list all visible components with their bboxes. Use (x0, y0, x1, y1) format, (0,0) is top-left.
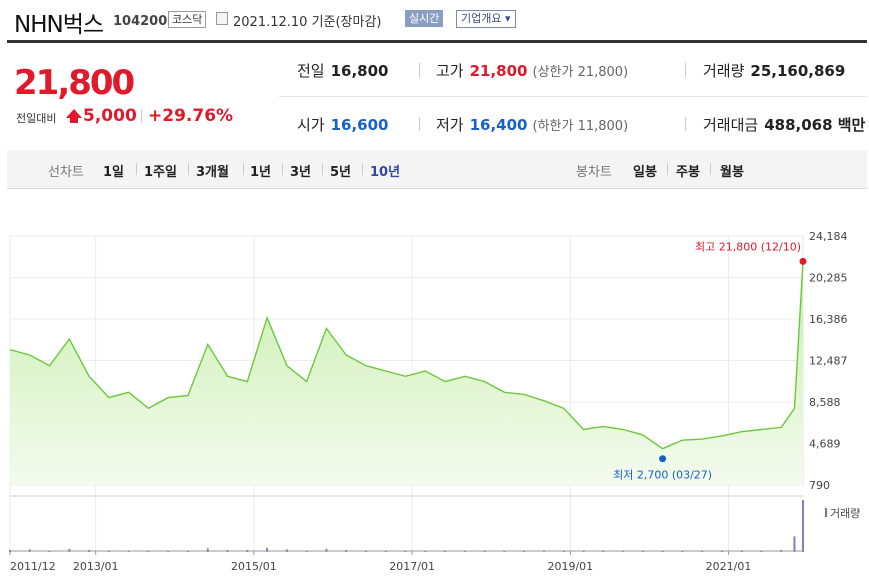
tab-weekly[interactable]: 주봉 (676, 165, 700, 180)
tab-1y[interactable]: 1년 (250, 165, 272, 180)
y-tick-label: 12,487 (809, 355, 848, 368)
divider (136, 163, 137, 175)
x-tick-label: 2021/01 (706, 560, 752, 573)
volume-label: 거래량 (703, 62, 745, 80)
high-value: 21,800 (469, 62, 528, 80)
quote-panel: 21,800 전일대비 5,000 +29.76% 전일 16,800 고가 21,… (7, 43, 867, 151)
x-tick-label: 2015/01 (231, 560, 277, 573)
low-value: 16,400 (469, 116, 528, 134)
y-tick-label: 16,386 (809, 313, 848, 326)
max-marker (799, 257, 807, 265)
stock-code: 104200 (113, 14, 168, 29)
tab-3y[interactable]: 3년 (290, 165, 312, 180)
divider (322, 163, 323, 175)
candle-chart-label: 봉차트 (576, 165, 612, 180)
tab-1d[interactable]: 1일 (103, 165, 125, 180)
divider (685, 63, 686, 77)
x-tick-label: 2019/01 (547, 560, 593, 573)
tab-10y[interactable]: 10년 (370, 165, 401, 180)
volume-bar (68, 548, 71, 552)
divider (710, 163, 711, 175)
divider (141, 109, 142, 123)
tab-5y[interactable]: 5년 (330, 165, 352, 180)
realtime-button[interactable]: 실시간 (405, 10, 444, 27)
low-label: 저가 (436, 116, 464, 134)
line-chart-label: 선차트 (48, 165, 84, 180)
divider (362, 163, 363, 175)
min-marker (659, 455, 667, 463)
stock-header: NHN벅스 104200 코스닥 2021.12.10 기준(장마감) 실시간 … (0, 0, 869, 40)
y-tick-label: 790 (809, 479, 830, 492)
divider (188, 163, 189, 175)
tab-daily[interactable]: 일봉 (633, 165, 657, 180)
y-tick-label: 24,184 (809, 230, 848, 243)
quote-date: 2021.12.10 기준(장마감) (233, 15, 382, 30)
tab-1w[interactable]: 1주일 (144, 165, 177, 180)
quote-grid: 전일 16,800 고가 21,800 (상한가 21,800) 거래량 25,160,… (279, 43, 867, 150)
header-divider (7, 40, 867, 43)
prev-close-label: 전일 (297, 62, 325, 80)
upper-limit: (상한가 21,800) (532, 65, 629, 80)
chart-tabs: 선차트 1일 1주일 3개월 1년 3년 5년 10년 봉차트 일봉 주봉 월봉 (7, 150, 867, 189)
divider (667, 163, 668, 175)
volume-legend-icon (825, 508, 827, 517)
open-cell: 시가 16,600 (297, 114, 389, 135)
company-info-button[interactable]: 기업개요 ▾ (456, 10, 516, 28)
row-divider (279, 96, 867, 97)
x-tick-label: 2017/01 (389, 560, 435, 573)
y-tick-label: 8,588 (809, 396, 841, 409)
amount-value: 488,068 백만 (764, 116, 866, 134)
high-label: 고가 (436, 62, 464, 80)
divider (243, 163, 244, 175)
price-line (9, 261, 804, 450)
price-change-percent: +29.76% (148, 106, 234, 126)
volume-bar (206, 548, 209, 552)
volume-cell: 거래량 25,160,869 (703, 60, 845, 81)
low-cell: 저가 16,400 (하한가 11,800) (436, 114, 628, 135)
up-arrow-icon (66, 109, 82, 123)
high-cell: 고가 21,800 (상한가 21,800) (436, 60, 628, 81)
current-price: 21,800 (14, 63, 135, 103)
prev-close-value: 16,800 (330, 62, 389, 80)
prev-close-cell: 전일 16,800 (297, 60, 389, 81)
stock-name: NHN벅스 (14, 12, 104, 38)
price-box: 21,800 전일대비 5,000 +29.76% (7, 43, 279, 150)
volume-bar (266, 547, 269, 552)
open-value: 16,600 (330, 116, 389, 134)
x-tick-label: 2013/01 (73, 560, 119, 573)
y-tick-label: 4,689 (809, 438, 841, 451)
calendar-icon (216, 12, 228, 25)
divider (282, 163, 283, 175)
amount-label: 거래대금 (703, 116, 759, 134)
lower-limit: (하한가 11,800) (532, 119, 629, 134)
divider (685, 117, 686, 131)
price-area (10, 261, 803, 485)
volume-value: 25,160,869 (750, 62, 846, 80)
min-label: 최저 2,700 (03/27) (613, 469, 712, 482)
volume-bar (793, 536, 796, 552)
price-change: 5,000 (83, 106, 137, 126)
volume-bar (802, 500, 804, 552)
tab-3m[interactable]: 3개월 (196, 165, 229, 180)
amount-cell: 거래대금 488,068 백만 (703, 114, 865, 135)
divider (419, 63, 420, 77)
max-label: 최고 21,800 (12/10) (695, 240, 801, 253)
tab-monthly[interactable]: 월봉 (720, 165, 744, 180)
volume-bar (325, 548, 328, 552)
open-label: 시가 (297, 116, 325, 134)
divider (419, 117, 420, 131)
y-tick-label: 20,285 (809, 272, 848, 285)
volume-legend-label: 거래량 (830, 507, 860, 520)
x-tick-label: 2011/12 (10, 560, 56, 573)
market-badge: 코스닥 (168, 11, 207, 28)
compare-label: 전일대비 (16, 112, 57, 125)
